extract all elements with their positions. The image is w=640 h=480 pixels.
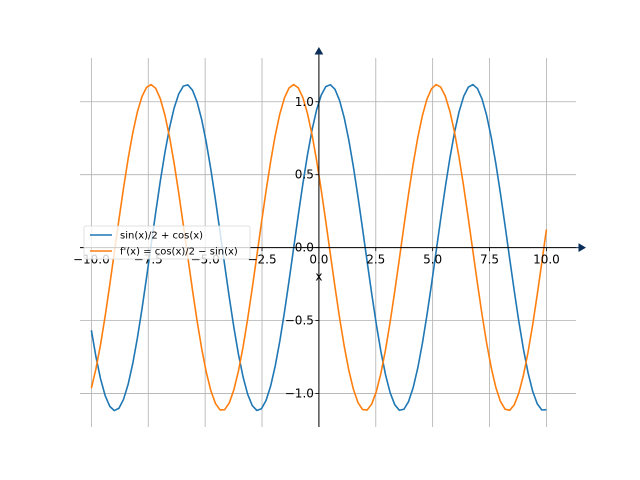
legend: sin(x)/2 + cos(x) f'(x) = cos(x)/2 − sin(… <box>83 225 251 260</box>
y-tick-label-3: 0.5 <box>295 168 314 182</box>
y-axis-arrow <box>314 47 324 55</box>
x-tick-label-4: 0.0 <box>309 253 328 267</box>
y-tick-label-0: −1.0 <box>285 386 314 400</box>
x-tick-label-3: −2.5 <box>247 253 276 267</box>
legend-box <box>83 225 251 260</box>
x-tick-label-6: 5.0 <box>423 253 442 267</box>
legend-label-0: sin(x)/2 + cos(x) <box>120 231 203 242</box>
x-axis-arrow <box>576 243 586 252</box>
x-tick-label-8: 10.0 <box>533 253 560 267</box>
y-tick-label-2: 0.0 <box>295 241 314 255</box>
x-axis-label: x <box>315 270 322 284</box>
legend-label-1: f'(x) = cos(x)/2 − sin(x) <box>120 247 238 258</box>
x-tick-label-7: 7.5 <box>480 253 499 267</box>
y-tick-label-1: −0.5 <box>285 314 314 328</box>
y-tick-label-4: 1.0 <box>295 95 314 109</box>
x-tick-label-5: 2.5 <box>366 253 385 267</box>
